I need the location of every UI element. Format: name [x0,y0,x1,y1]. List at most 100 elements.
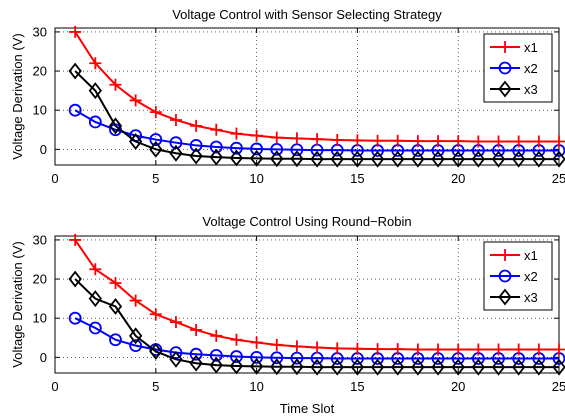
y-tick-label: 20 [33,272,47,287]
data-point [492,343,505,356]
data-point [471,358,486,376]
legend-entry-x3: x3 [490,80,538,98]
data-point [88,290,102,308]
chart-title: Voltage Control with Sensor Selecting St… [172,7,442,22]
data-point [451,358,465,376]
data-point [290,132,303,145]
x-tick-label: 15 [350,171,364,186]
series-x3 [68,62,565,168]
data-point [109,78,122,91]
data-point [169,136,183,150]
legend-label: x3 [524,82,538,97]
data-point [250,336,263,349]
data-point [270,142,284,156]
legend-marker [499,249,511,261]
data-point [512,343,525,356]
data-point [189,139,203,152]
x-tick-label: 20 [451,379,465,394]
data-point [391,150,405,168]
data-point [230,333,243,346]
data-point [270,131,283,144]
data-point [190,119,203,132]
data-point [432,135,445,148]
data-point [290,150,304,168]
x-tick-label: 15 [350,379,364,394]
data-point [391,134,404,147]
data-point [552,358,565,376]
data-point [331,342,344,355]
data-point [249,149,264,167]
series-line [74,278,559,369]
y-tick-label: 30 [33,24,47,39]
chart-title: Voltage Control Using Round−Robin [202,214,411,229]
data-point [68,311,82,325]
data-point [411,343,424,356]
y-tick-label: 0 [40,350,47,365]
data-point [230,350,243,363]
legend-entry-x2: x2 [490,61,538,76]
data-point [270,338,283,351]
data-point [553,135,565,148]
data-point [351,342,364,355]
data-point [169,346,183,360]
data-point [411,358,425,376]
data-point [553,343,565,356]
data-point [452,135,465,148]
data-point [491,358,506,376]
data-point [290,358,304,376]
data-point [169,316,182,329]
data-point [209,148,223,166]
legend-label: x3 [524,290,538,305]
series-line [74,109,559,152]
legend-entry-x2: x2 [490,269,538,284]
data-point [290,351,304,365]
data-point [89,263,102,276]
data-point [532,150,546,168]
data-point [128,133,143,150]
axes-frame [54,235,560,374]
data-point [88,82,102,100]
legend-entry-x1: x1 [490,248,538,263]
data-point [250,350,264,364]
data-point [88,321,102,335]
y-tick-label: 20 [33,64,47,79]
x-tick-label: 5 [152,171,159,186]
data-point [189,347,203,361]
data-point [69,25,82,38]
data-point [350,358,365,376]
legend: x1 x2 x3 [483,241,553,311]
data-point [210,123,223,136]
data-point [270,358,284,376]
data-point [129,94,142,107]
data-point [351,134,364,147]
data-point [471,150,486,168]
legend-label: x1 [524,40,538,55]
plot-area [55,236,559,373]
data-point [330,358,344,376]
y-tick-label: 0 [40,142,47,157]
x-tick-label: 0 [51,379,58,394]
data-point [491,150,506,168]
data-point [492,135,505,148]
data-point [290,340,303,353]
data-point [108,117,123,135]
data-point [371,134,384,147]
series-x2 [68,103,565,157]
data-point [311,133,324,146]
y-tick-label: 10 [33,103,47,118]
data-point [128,327,143,345]
x-tick-label: 25 [552,379,565,394]
data-point [190,323,203,336]
data-point [249,357,264,375]
data-point [109,333,122,347]
data-point [229,357,244,375]
data-point [229,149,244,167]
data-point [209,348,223,362]
data-point [532,358,546,376]
x-tick-label: 10 [249,171,263,186]
data-point [209,356,223,374]
legend-entry-x1: x1 [490,40,538,55]
data-point [230,127,243,140]
data-point [129,294,142,307]
legend-label: x1 [524,248,538,263]
